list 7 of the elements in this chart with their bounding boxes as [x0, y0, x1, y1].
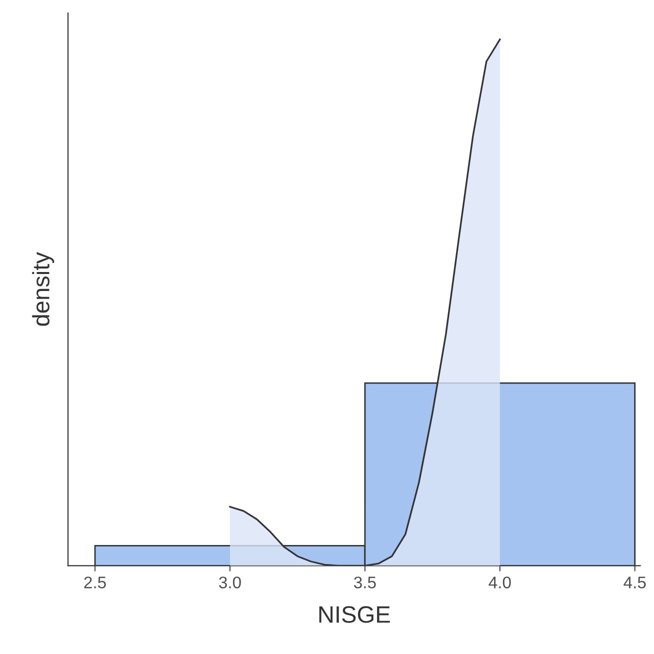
y-axis-title: density — [32, 252, 54, 326]
x-axis-title: NISGE — [319, 606, 390, 623]
x-tick-label: 3.0 — [219, 576, 241, 588]
x-tick-label: 4.5 — [624, 576, 646, 588]
x-tick-label: 4.0 — [488, 576, 511, 588]
x-tick-label: 2.5 — [84, 576, 106, 588]
x-tick-label: 3.5 — [354, 576, 376, 588]
